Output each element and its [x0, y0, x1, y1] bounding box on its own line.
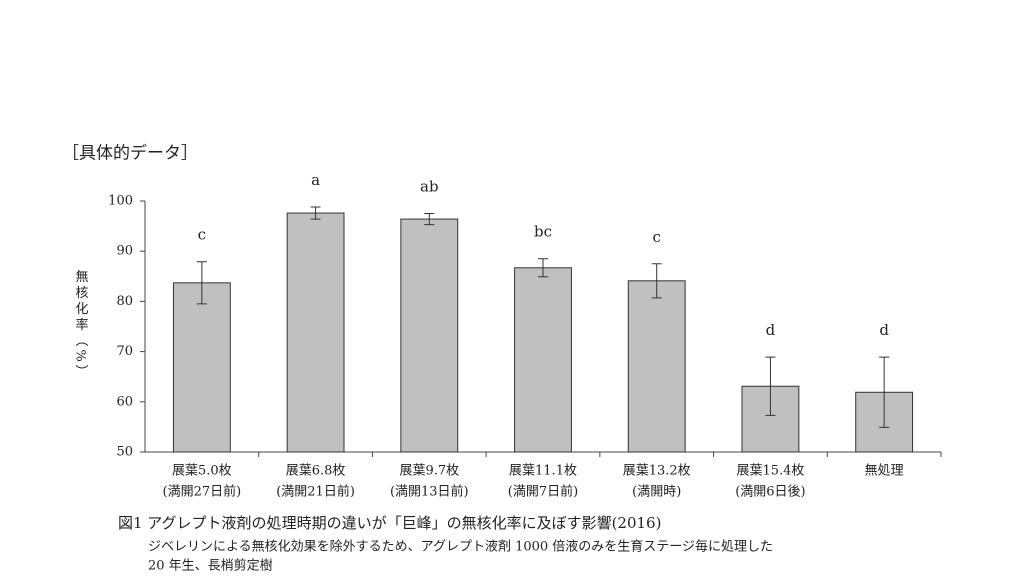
x-tick-label: 展葉9.7枚: [399, 464, 459, 479]
note: 20 年生、長梢剪定樹: [148, 558, 273, 574]
y-tick-label: 100: [108, 194, 133, 209]
error-bar: [651, 263, 662, 299]
error-bar: [196, 261, 207, 305]
bar: [286, 212, 345, 453]
x-tick-label: 展葉15.4枚: [736, 464, 804, 479]
bar: [627, 280, 686, 453]
x-tick-sublabel: (満開21日前): [276, 484, 355, 500]
x-tick-sublabel: (満開27日前): [163, 484, 242, 500]
header: ［具体的データ］: [62, 143, 198, 164]
x-tick-label: 展葉13.2枚: [623, 464, 691, 479]
bar: [172, 282, 231, 453]
x-tick-sublabel: (満開時): [632, 485, 681, 500]
y-tick-label: 90: [116, 244, 133, 259]
significance-letter: d: [879, 321, 889, 339]
bar: [400, 218, 459, 453]
x-tick-label: 展葉6.8枚: [286, 464, 346, 479]
x-tick-label: 展葉5.0枚: [172, 464, 232, 479]
error-bar: [424, 213, 435, 226]
error-bar: [310, 206, 321, 220]
y-axis-label: 無核化率（%）: [73, 269, 89, 380]
error-bar: [765, 356, 776, 416]
error-bar: [879, 356, 890, 428]
significance-letter: bc: [534, 223, 552, 241]
error-bar: [538, 258, 548, 278]
caption: 図1 アグレプト液剤の処理時期の違いが「巨峰」の無核化率に及ぼす影響(2016): [118, 514, 661, 532]
x-tick-label: 展葉11.1枚: [509, 464, 577, 479]
note: ジベレリンによる無核化効果を除外するため、アグレプト液剤 1000 倍液のみを生…: [148, 539, 773, 555]
x-tick-sublabel: (満開6日後): [735, 485, 805, 500]
x-tick-sublabel: (満開7日前): [508, 484, 578, 500]
significance-letter: c: [198, 226, 206, 244]
significance-letter: d: [766, 321, 776, 339]
significance-letter: a: [311, 171, 320, 189]
significance-letter: c: [653, 228, 661, 246]
bar: [514, 267, 572, 453]
significance-letter: ab: [420, 178, 439, 196]
x-tick-sublabel: (満開13日前): [390, 484, 469, 500]
y-tick-label: 80: [116, 294, 133, 309]
x-tick-label: 無処理: [865, 464, 904, 479]
y-tick-label: 70: [116, 344, 133, 359]
y-tick-label: 60: [116, 394, 133, 409]
y-tick-label: 50: [116, 445, 133, 460]
